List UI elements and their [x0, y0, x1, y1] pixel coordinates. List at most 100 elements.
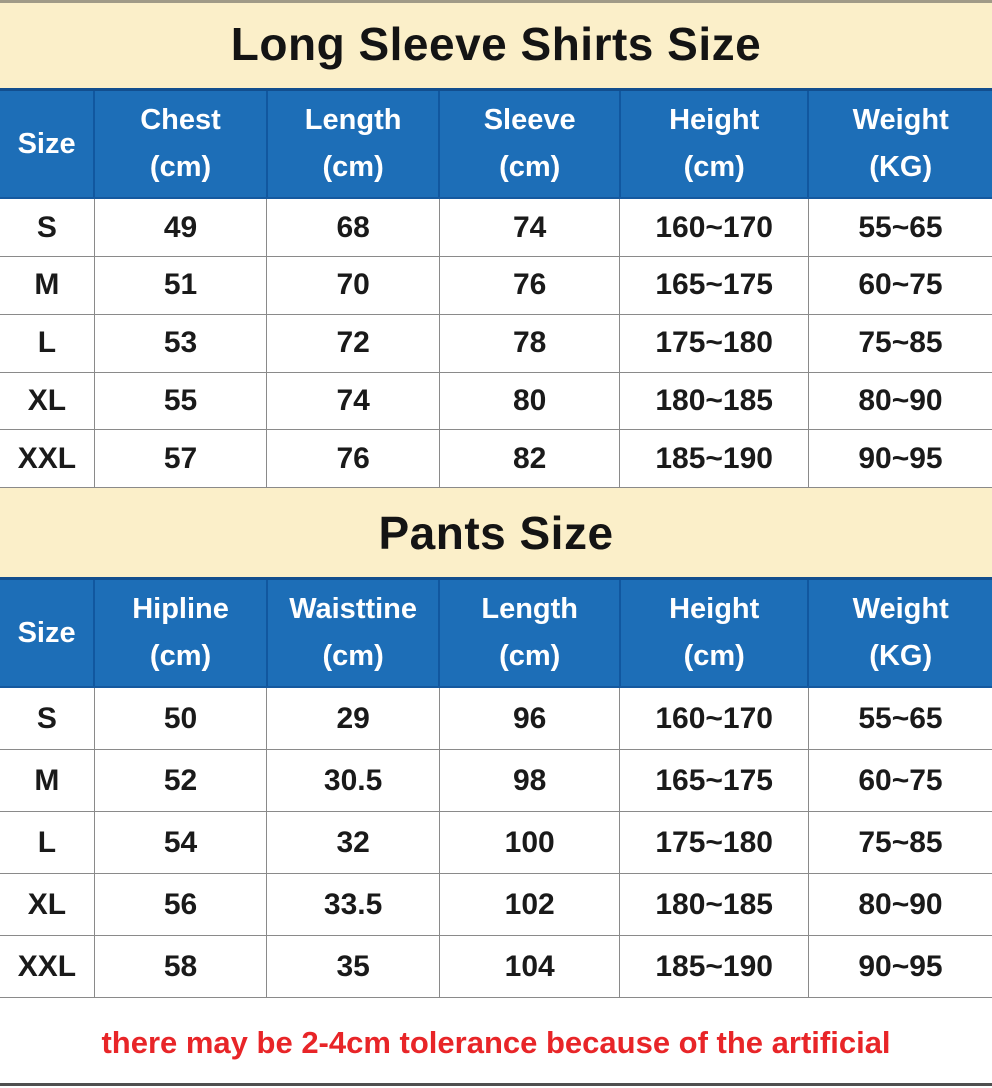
pants-size-table: Size Hipline (cm) Waisttine (cm) Length (cm…	[0, 577, 992, 998]
table-row: XXL 57 76 82 185~190 90~95	[0, 429, 992, 488]
column-header-unit: (KG)	[869, 640, 933, 672]
header-row: Size Chest (cm) Length (cm) Sleeve (cm) Hei…	[0, 88, 992, 199]
table-cell: 75~85	[807, 313, 992, 373]
table-cell: 80~90	[807, 873, 992, 937]
table-cell: 90~95	[807, 935, 992, 998]
table-cell: 50	[93, 686, 268, 751]
column-header-weight: Weight (KG)	[807, 88, 992, 199]
column-header-unit: (cm)	[149, 640, 212, 672]
table-cell: 90~95	[807, 429, 992, 488]
table-cell: 160~170	[619, 197, 809, 258]
size-cell: XL	[0, 873, 95, 937]
column-header-label: Hipline	[132, 593, 229, 626]
table-cell: 68	[266, 197, 440, 258]
column-header-size: Size	[0, 88, 95, 199]
column-header-label: Height	[669, 593, 760, 626]
table-cell: 57	[93, 429, 268, 488]
column-header-unit: (cm)	[322, 151, 384, 183]
table-cell: 78	[438, 313, 621, 373]
column-header-height: Height (cm)	[618, 577, 809, 688]
column-header-unit: (cm)	[683, 151, 745, 183]
table-cell: 96	[438, 686, 621, 751]
table-cell: 51	[93, 256, 268, 315]
shirts-table-body: S 49 68 74 160~170 55~65 M 51 70 76 165~…	[0, 197, 992, 488]
table-cell: 98	[438, 749, 621, 813]
table-row: XL 55 74 80 180~185 80~90	[0, 371, 992, 431]
table-cell: 180~185	[619, 873, 809, 937]
tolerance-note-text: there may be 2-4cm tolerance because of …	[101, 1025, 891, 1060]
column-header-hipline: Hipline (cm)	[93, 577, 267, 688]
size-cell: M	[0, 256, 95, 315]
column-header-unit: (KG)	[869, 151, 933, 183]
table-cell: 160~170	[619, 686, 809, 751]
size-cell: L	[0, 313, 95, 373]
table-cell: 80~90	[807, 371, 992, 431]
table-cell: 74	[438, 197, 621, 258]
column-header-label: Chest	[140, 104, 221, 137]
table-cell: 76	[266, 429, 440, 488]
size-cell: XXL	[0, 429, 95, 488]
table-cell: 80	[438, 371, 621, 431]
table-cell: 29	[266, 686, 440, 751]
shirts-title-text: Long Sleeve Shirts Size	[230, 18, 762, 70]
shirts-table-header: Size Chest (cm) Length (cm) Sleeve (cm) Hei…	[0, 88, 992, 199]
column-header-label: Height	[669, 104, 760, 137]
table-cell: 180~185	[619, 371, 809, 431]
column-header-unit: (cm)	[149, 151, 212, 183]
table-row: M 51 70 76 165~175 60~75	[0, 256, 992, 315]
pants-section-title: Pants Size	[0, 488, 992, 577]
table-cell: 165~175	[619, 256, 809, 315]
table-row: L 53 72 78 175~180 75~85	[0, 313, 992, 373]
size-cell: M	[0, 749, 95, 813]
column-header-length: Length (cm)	[438, 577, 620, 688]
table-cell: 32	[266, 811, 440, 875]
table-cell: 175~180	[619, 811, 809, 875]
table-cell: 102	[438, 873, 621, 937]
table-cell: 76	[438, 256, 621, 315]
pants-table-header: Size Hipline (cm) Waisttine (cm) Length (cm…	[0, 577, 992, 688]
column-header-length: Length (cm)	[265, 88, 440, 199]
column-header-unit: (cm)	[322, 640, 384, 672]
size-cell: S	[0, 197, 95, 258]
column-header-waistline: Waisttine (cm)	[265, 577, 440, 688]
table-cell: 35	[266, 935, 440, 998]
table-cell: 104	[438, 935, 621, 998]
header-row: Size Hipline (cm) Waisttine (cm) Length (cm…	[0, 577, 992, 688]
table-row: S 50 29 96 160~170 55~65	[0, 686, 992, 751]
pants-title-text: Pants Size	[378, 506, 614, 559]
table-row: L 54 32 100 175~180 75~85	[0, 811, 992, 875]
column-header-label: Weight	[852, 593, 949, 626]
tolerance-note: there may be 2-4cm tolerance because of …	[0, 998, 992, 1088]
column-header-label: Weight	[852, 104, 949, 137]
pants-table-body: S 50 29 96 160~170 55~65 M 52 30.5 98 16…	[0, 686, 992, 998]
table-cell: 33.5	[266, 873, 440, 937]
column-header-label: Size	[17, 616, 76, 649]
table-cell: 49	[93, 197, 268, 258]
table-cell: 175~180	[619, 313, 809, 373]
column-header-size: Size	[0, 577, 95, 688]
table-cell: 185~190	[619, 429, 809, 488]
column-header-label: Length	[481, 593, 579, 626]
column-header-label: Size	[17, 127, 76, 160]
table-cell: 60~75	[807, 749, 992, 813]
table-row: XL 56 33.5 102 180~185 80~90	[0, 873, 992, 937]
table-cell: 55	[93, 371, 268, 431]
table-row: S 49 68 74 160~170 55~65	[0, 197, 992, 258]
column-header-unit: (cm)	[499, 640, 561, 672]
shirts-section-title: Long Sleeve Shirts Size	[0, 0, 992, 88]
table-cell: 56	[93, 873, 268, 937]
column-header-chest: Chest (cm)	[93, 88, 267, 199]
size-cell: S	[0, 686, 95, 751]
column-header-unit: (cm)	[683, 640, 745, 672]
table-cell: 30.5	[266, 749, 440, 813]
table-cell: 75~85	[807, 811, 992, 875]
table-cell: 165~175	[619, 749, 809, 813]
size-cell: L	[0, 811, 95, 875]
table-cell: 100	[438, 811, 621, 875]
table-cell: 185~190	[619, 935, 809, 998]
table-cell: 53	[93, 313, 268, 373]
column-header-weight: Weight (KG)	[807, 577, 992, 688]
column-header-label: Sleeve	[483, 104, 576, 137]
column-header-sleeve: Sleeve (cm)	[438, 88, 620, 199]
